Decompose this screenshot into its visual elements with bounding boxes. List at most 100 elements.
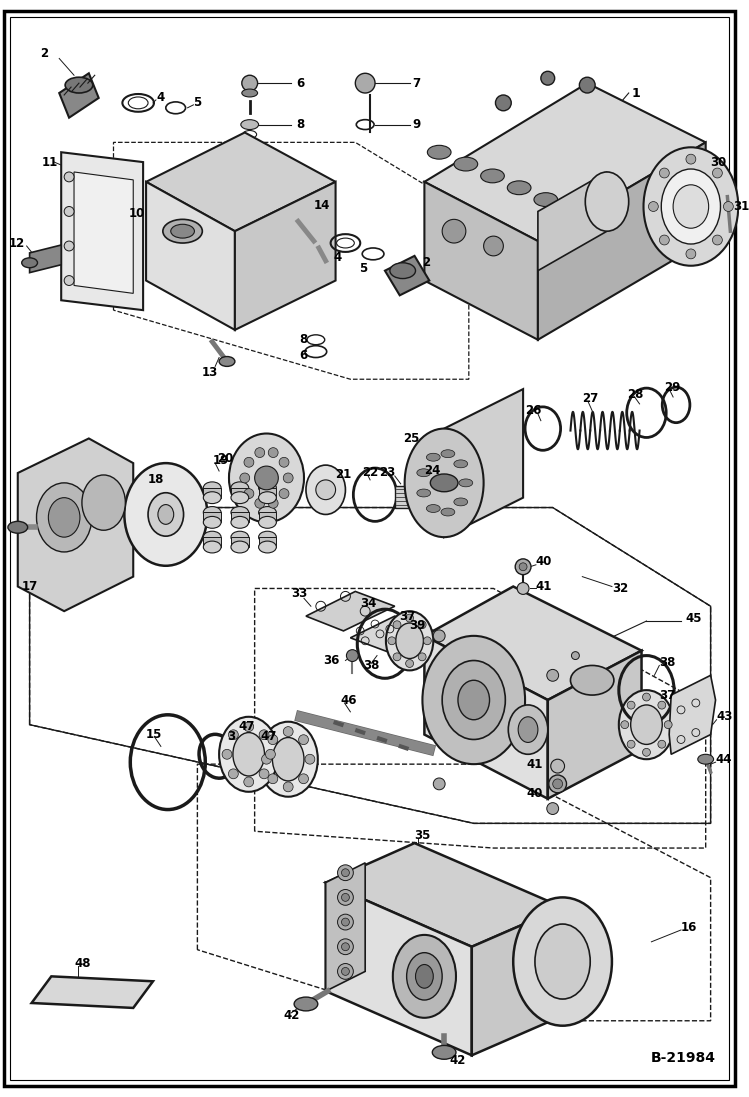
Circle shape xyxy=(541,71,555,86)
Ellipse shape xyxy=(392,935,456,1018)
Ellipse shape xyxy=(407,952,442,1000)
Bar xyxy=(258,512,276,522)
Polygon shape xyxy=(326,844,562,947)
Polygon shape xyxy=(61,152,143,310)
Text: 9: 9 xyxy=(413,118,421,132)
Text: 6: 6 xyxy=(296,77,304,90)
Polygon shape xyxy=(425,636,548,799)
Ellipse shape xyxy=(203,507,221,519)
Circle shape xyxy=(659,168,670,178)
Polygon shape xyxy=(74,172,133,293)
Circle shape xyxy=(64,172,74,182)
Ellipse shape xyxy=(643,147,739,265)
Circle shape xyxy=(659,235,670,245)
Text: 18: 18 xyxy=(148,474,165,486)
Circle shape xyxy=(686,249,696,259)
Text: 8: 8 xyxy=(299,333,307,347)
Ellipse shape xyxy=(258,722,318,796)
Circle shape xyxy=(418,653,426,660)
Ellipse shape xyxy=(82,475,125,530)
Circle shape xyxy=(547,803,559,814)
Ellipse shape xyxy=(661,169,721,244)
Text: 38: 38 xyxy=(659,656,676,669)
Polygon shape xyxy=(548,651,642,799)
Circle shape xyxy=(316,479,336,499)
Circle shape xyxy=(283,726,293,736)
Text: 14: 14 xyxy=(314,199,330,212)
Text: 7: 7 xyxy=(413,77,421,90)
Circle shape xyxy=(255,466,279,489)
Circle shape xyxy=(279,457,289,467)
Circle shape xyxy=(393,653,401,660)
Text: 17: 17 xyxy=(22,580,38,593)
Text: 6: 6 xyxy=(299,349,307,362)
Polygon shape xyxy=(235,182,336,330)
Ellipse shape xyxy=(518,716,538,743)
Circle shape xyxy=(255,498,264,508)
Ellipse shape xyxy=(231,517,249,529)
Text: 15: 15 xyxy=(146,728,163,742)
Circle shape xyxy=(355,73,375,93)
Text: 41: 41 xyxy=(527,758,543,771)
Text: 38: 38 xyxy=(363,659,380,672)
Bar xyxy=(231,512,249,522)
Ellipse shape xyxy=(673,184,709,228)
Bar xyxy=(258,488,276,498)
Circle shape xyxy=(658,701,666,709)
Ellipse shape xyxy=(258,531,276,543)
Circle shape xyxy=(268,448,278,457)
Circle shape xyxy=(418,621,426,629)
Bar xyxy=(231,488,249,498)
Circle shape xyxy=(627,701,635,709)
Circle shape xyxy=(686,155,696,165)
Text: 3: 3 xyxy=(227,730,235,743)
Text: 32: 32 xyxy=(612,583,628,595)
Text: 41: 41 xyxy=(536,580,552,593)
Circle shape xyxy=(279,488,289,498)
Ellipse shape xyxy=(459,479,473,487)
Ellipse shape xyxy=(417,468,431,477)
Ellipse shape xyxy=(233,733,264,776)
Polygon shape xyxy=(59,73,99,117)
Text: 39: 39 xyxy=(410,620,426,633)
Ellipse shape xyxy=(458,680,490,720)
Circle shape xyxy=(268,498,278,508)
Circle shape xyxy=(433,630,445,642)
Text: 21: 21 xyxy=(336,468,352,482)
Polygon shape xyxy=(146,133,336,231)
Text: 11: 11 xyxy=(41,156,58,169)
Ellipse shape xyxy=(442,660,506,739)
Circle shape xyxy=(643,693,650,701)
Text: 44: 44 xyxy=(715,753,732,766)
Ellipse shape xyxy=(219,357,235,366)
Ellipse shape xyxy=(535,924,590,999)
Text: 31: 31 xyxy=(733,200,749,213)
Text: 5: 5 xyxy=(193,97,201,110)
Circle shape xyxy=(222,749,232,759)
Circle shape xyxy=(243,722,254,732)
Text: 47: 47 xyxy=(239,720,255,733)
Circle shape xyxy=(442,219,466,244)
Text: 1: 1 xyxy=(631,87,640,100)
Circle shape xyxy=(724,202,733,212)
Polygon shape xyxy=(306,591,395,631)
Ellipse shape xyxy=(163,219,202,244)
Ellipse shape xyxy=(258,482,276,494)
Text: 24: 24 xyxy=(425,464,440,476)
Circle shape xyxy=(627,740,635,748)
Ellipse shape xyxy=(258,507,276,519)
Ellipse shape xyxy=(219,716,279,792)
Ellipse shape xyxy=(171,224,195,238)
Ellipse shape xyxy=(22,258,37,268)
Ellipse shape xyxy=(258,491,276,504)
Ellipse shape xyxy=(203,491,221,504)
Circle shape xyxy=(228,730,238,739)
Text: 26: 26 xyxy=(525,405,542,417)
Circle shape xyxy=(265,749,276,759)
Text: 40: 40 xyxy=(527,788,543,801)
Ellipse shape xyxy=(404,429,484,538)
Ellipse shape xyxy=(229,433,304,522)
Text: 42: 42 xyxy=(283,1009,300,1022)
Circle shape xyxy=(299,735,309,745)
Ellipse shape xyxy=(513,897,612,1026)
